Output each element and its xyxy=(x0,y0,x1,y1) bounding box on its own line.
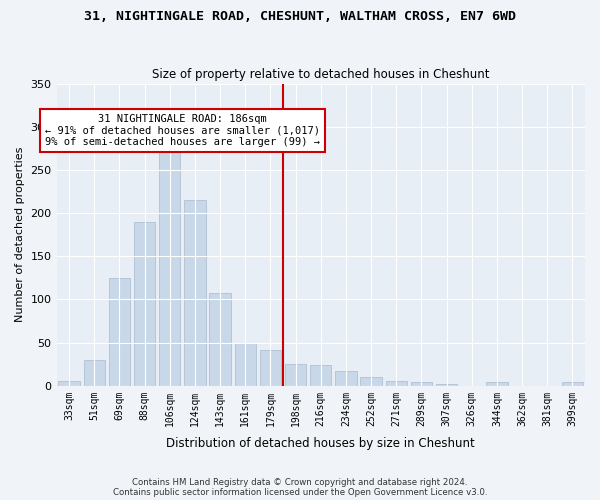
Bar xyxy=(58,382,80,386)
Bar xyxy=(260,350,281,386)
Bar xyxy=(109,278,130,386)
Bar xyxy=(486,382,508,386)
Bar xyxy=(83,360,105,386)
Bar xyxy=(436,384,457,386)
Bar xyxy=(361,377,382,386)
Text: Contains HM Land Registry data © Crown copyright and database right 2024.
Contai: Contains HM Land Registry data © Crown c… xyxy=(113,478,487,497)
Bar xyxy=(134,222,155,386)
Bar xyxy=(386,382,407,386)
Bar xyxy=(159,131,181,386)
Bar xyxy=(235,342,256,386)
Bar xyxy=(562,382,583,386)
Bar xyxy=(184,200,206,386)
Text: 31 NIGHTINGALE ROAD: 186sqm
← 91% of detached houses are smaller (1,017)
9% of s: 31 NIGHTINGALE ROAD: 186sqm ← 91% of det… xyxy=(45,114,320,147)
Y-axis label: Number of detached properties: Number of detached properties xyxy=(15,147,25,322)
Bar xyxy=(411,382,432,386)
X-axis label: Distribution of detached houses by size in Cheshunt: Distribution of detached houses by size … xyxy=(166,437,475,450)
Bar xyxy=(335,371,356,386)
Bar xyxy=(310,365,331,386)
Text: 31, NIGHTINGALE ROAD, CHESHUNT, WALTHAM CROSS, EN7 6WD: 31, NIGHTINGALE ROAD, CHESHUNT, WALTHAM … xyxy=(84,10,516,23)
Bar xyxy=(285,364,307,386)
Title: Size of property relative to detached houses in Cheshunt: Size of property relative to detached ho… xyxy=(152,68,490,81)
Bar xyxy=(209,294,231,386)
